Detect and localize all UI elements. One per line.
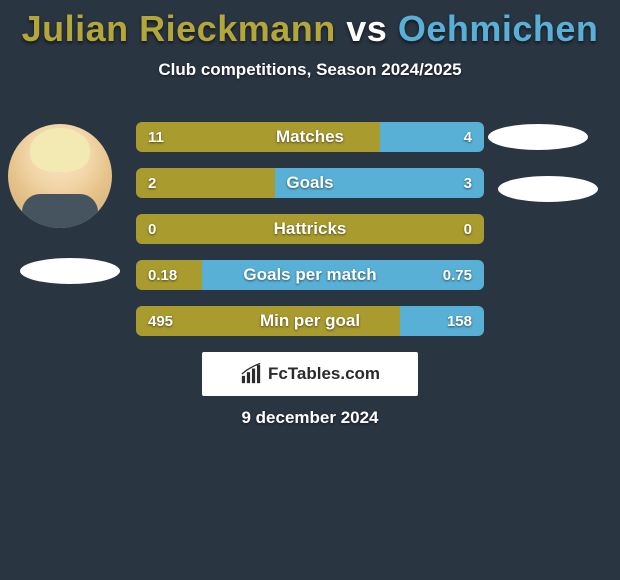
stat-row: Goals2 3 <box>136 168 484 198</box>
stat-label: Min per goal <box>136 306 484 336</box>
stat-row: Hattricks0 0 <box>136 214 484 244</box>
stat-value-right: 3 <box>464 168 472 198</box>
attribution-badge: FcTables.com <box>202 352 418 396</box>
stat-row: Min per goal495 158 <box>136 306 484 336</box>
player2-flag <box>498 176 598 202</box>
player2-avatar-placeholder <box>488 124 588 150</box>
stat-label: Goals per match <box>136 260 484 290</box>
stat-value-right: 158 <box>447 306 472 336</box>
stat-value-left: 11 <box>148 122 164 152</box>
stat-row: Goals per match0.18 0.75 <box>136 260 484 290</box>
stats-rows: Matches11 4 Goals2 3 Hattricks0 0 Goals per ma… <box>136 122 484 352</box>
page-title: Julian Rieckmann vs Oehmichen <box>0 0 620 50</box>
subtitle: Club competitions, Season 2024/2025 <box>0 60 620 80</box>
stat-value-right: 0.75 <box>443 260 472 290</box>
title-player1: Julian Rieckmann <box>22 8 336 49</box>
stat-value-left: 2 <box>148 168 156 198</box>
stat-label: Goals <box>136 168 484 198</box>
title-player2: Oehmichen <box>398 8 599 49</box>
stat-value-left: 495 <box>148 306 173 336</box>
attribution-text: FcTables.com <box>268 364 380 384</box>
player1-avatar <box>8 124 112 228</box>
player1-flag <box>20 258 120 284</box>
stat-value-right: 4 <box>464 122 472 152</box>
stat-row: Matches11 4 <box>136 122 484 152</box>
date-label: 9 december 2024 <box>0 408 620 428</box>
stat-value-left: 0.18 <box>148 260 177 290</box>
stat-value-right: 0 <box>464 214 472 244</box>
stat-value-left: 0 <box>148 214 156 244</box>
stat-label: Hattricks <box>136 214 484 244</box>
bar-chart-icon <box>240 363 262 385</box>
stat-label: Matches <box>136 122 484 152</box>
title-vs: vs <box>346 8 387 49</box>
